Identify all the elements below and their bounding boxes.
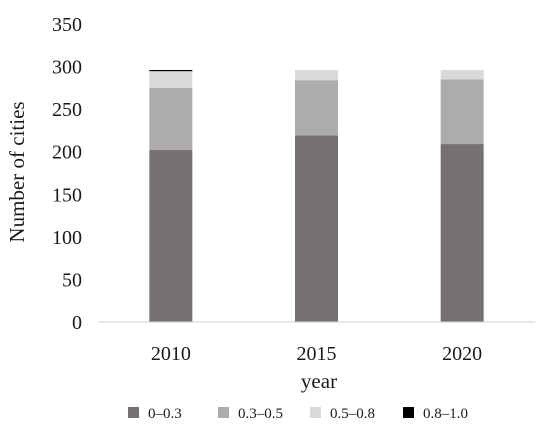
bar-segment-2010-series-1	[149, 150, 193, 322]
y-tick-label: 350	[52, 14, 82, 36]
x-tick-label-2015: 2015	[297, 343, 337, 365]
y-tick-label: 200	[52, 142, 82, 164]
x-tick-label-2010: 2010	[151, 343, 191, 365]
bar-segment-2010-series-3	[149, 70, 193, 88]
legend-item-4: 0.8–1.0	[403, 406, 468, 422]
bar-segment-2020-series-1	[440, 144, 484, 322]
x-axis-tick-labels: 2010 2015 2020	[151, 343, 482, 365]
y-tick-label: 150	[52, 184, 82, 206]
legend-item-3: 0.5–0.8	[310, 406, 375, 422]
legend-swatch	[128, 407, 139, 418]
legend-swatch	[403, 407, 414, 418]
bars	[149, 69, 484, 322]
legend-label: 0.5–0.8	[330, 406, 375, 422]
y-axis-title: Number of cities	[5, 101, 29, 242]
y-tick-label: 100	[52, 227, 82, 249]
legend-swatch	[218, 407, 229, 418]
bar-segment-2010-series-2	[149, 87, 193, 151]
legend-label: 0.3–0.5	[238, 406, 283, 422]
legend-label: 0–0.3	[148, 406, 182, 422]
legend-item-1: 0–0.3	[128, 406, 182, 422]
y-tick-label: 0	[72, 312, 82, 334]
bar-segment-2020-series-3	[440, 69, 484, 80]
x-tick-label-2020: 2020	[442, 343, 482, 365]
legend-label: 0.8–1.0	[423, 406, 468, 422]
bar-segment-2010-series-4	[149, 69, 193, 72]
legend: 0–0.3 0.3–0.5 0.5–0.8 0.8–1.0	[128, 406, 468, 422]
legend-swatch	[310, 407, 321, 418]
bar-segment-2020-series-2	[440, 79, 484, 145]
y-tick-label: 300	[52, 57, 82, 79]
y-axis-tick-labels: 0 50 100 150 200 250 300 350	[52, 14, 82, 334]
legend-item-2: 0.3–0.5	[218, 406, 283, 422]
x-axis-title: year	[301, 369, 337, 393]
bar-segment-2015-series-2	[295, 80, 338, 136]
y-tick-label: 250	[52, 99, 82, 121]
bar-segment-2015-series-3	[295, 69, 338, 81]
y-tick-label: 50	[62, 269, 82, 291]
bar-segment-2015-series-1	[295, 135, 338, 322]
